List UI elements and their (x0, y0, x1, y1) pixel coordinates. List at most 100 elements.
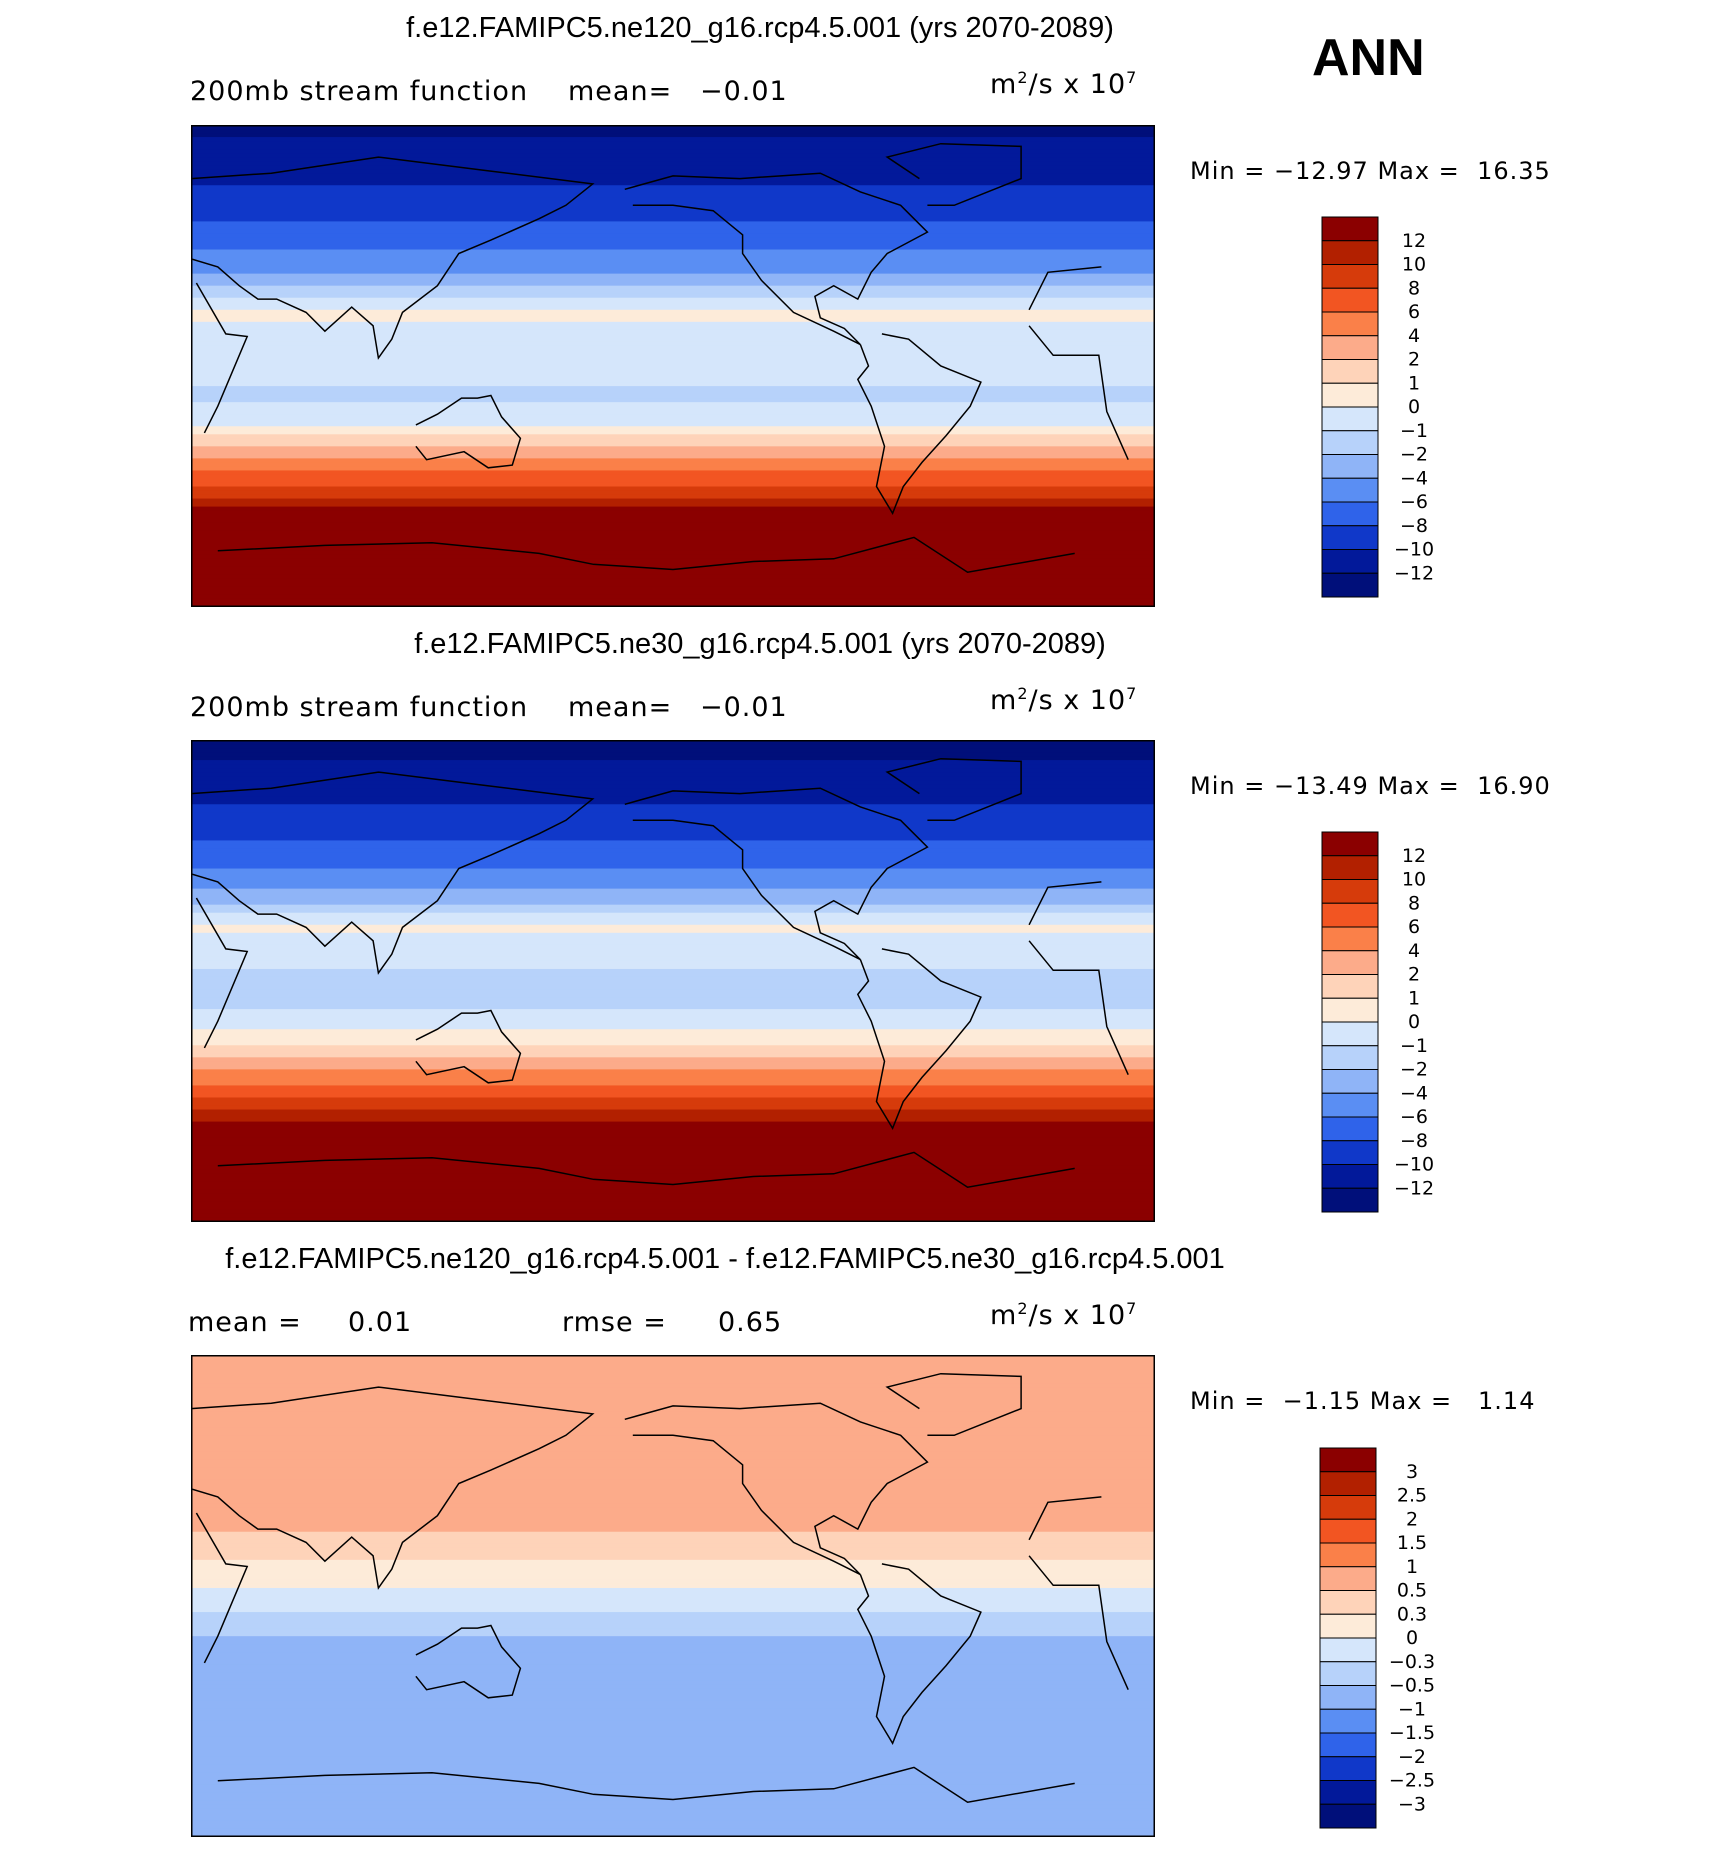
field-band (191, 1069, 1155, 1074)
field-band (191, 928, 1155, 934)
field-band (191, 940, 1155, 946)
colorbar-swatch (1319, 1756, 1377, 1781)
field-band (191, 844, 1155, 850)
field-band (191, 756, 1155, 761)
field-band (191, 1543, 1155, 1549)
field-band (191, 1571, 1155, 1577)
field-band (191, 386, 1155, 391)
field-band (191, 578, 1155, 584)
field-band (191, 478, 1155, 484)
field-band (191, 462, 1155, 468)
coastline (856, 1563, 982, 1745)
colorbar-swatch (1321, 382, 1379, 408)
field-band (191, 542, 1155, 548)
field-band (191, 1507, 1155, 1513)
field-band (191, 361, 1155, 367)
field-band (191, 153, 1155, 158)
field-band (191, 285, 1155, 291)
field-band (191, 281, 1155, 287)
coastline (624, 172, 929, 346)
field-band (191, 1479, 1155, 1485)
colorbar-tick-label: −10 (1394, 1154, 1434, 1176)
field-band (191, 229, 1155, 235)
panel-3-title: f.e12.FAMIPC5.ne120_g16.rcp4.5.001 - f.e… (225, 1243, 1225, 1275)
field-band (191, 1089, 1155, 1095)
field-band (191, 1539, 1155, 1545)
colorbar-tick-label: −6 (1400, 491, 1428, 513)
field-band (191, 1049, 1155, 1054)
field-band (191, 221, 1155, 227)
colorbar-swatch (1321, 974, 1379, 999)
field-band (191, 880, 1155, 886)
colorbar-tick-label: 2 (1408, 349, 1420, 371)
field-band (191, 780, 1155, 785)
field-band (191, 792, 1155, 797)
field-band (191, 446, 1155, 451)
field-band (191, 1141, 1155, 1147)
field-band (191, 333, 1155, 339)
field-band (191, 1439, 1155, 1444)
field-band (191, 137, 1155, 142)
colorbar-swatch (1321, 950, 1379, 975)
field-band (191, 989, 1155, 994)
coastline (217, 536, 1075, 573)
colorbar-tick-label: −6 (1400, 1106, 1428, 1128)
panel-2-min-max: Min = −13.49 Max = 16.90 (1190, 772, 1551, 800)
field-band (191, 1624, 1155, 1629)
field-band (191, 1712, 1155, 1718)
colorbar-swatch (1321, 855, 1379, 880)
panel-1-colorbar: 12 10 8 6 4 2 1 0 −1 −2 −4 −6 −8 −10 −12 (1320, 215, 1460, 601)
field-band (191, 804, 1155, 809)
field-band (191, 329, 1155, 335)
field-band (191, 981, 1155, 986)
field-band (191, 1547, 1155, 1553)
field-band (191, 1483, 1155, 1489)
field-band (191, 776, 1155, 781)
field-band (191, 438, 1155, 443)
colorbar-tick-label: 1 (1408, 987, 1420, 1009)
coastline (885, 757, 1022, 822)
colorbar-swatch (1319, 1495, 1377, 1520)
field-band (191, 1105, 1155, 1111)
field-band (191, 325, 1155, 331)
field-band (191, 321, 1155, 327)
field-band (191, 345, 1155, 351)
field-band (191, 514, 1155, 520)
field-band (191, 1411, 1155, 1416)
field-band (191, 1201, 1155, 1207)
field-band (191, 1447, 1155, 1452)
field-band (191, 1784, 1155, 1790)
field-band (191, 486, 1155, 492)
field-band (191, 1009, 1155, 1014)
colorbar-swatch (1321, 831, 1379, 857)
field-band (191, 1053, 1155, 1058)
field-band (191, 760, 1155, 765)
field-band (191, 442, 1155, 447)
coastline (624, 1402, 929, 1576)
colorbar-swatch (1321, 311, 1379, 337)
field-band (191, 454, 1155, 459)
panel-2-mean-value: −0.01 (700, 692, 788, 723)
field-band (191, 233, 1155, 239)
colorbar-tick-label: −1.5 (1389, 1722, 1435, 1744)
field-band (191, 1117, 1155, 1123)
field-band (191, 1660, 1155, 1665)
field-band (191, 1121, 1155, 1127)
colorbar-tick-label: 2.5 (1397, 1485, 1427, 1507)
colorbar-swatch (1319, 1685, 1377, 1710)
field-band (191, 161, 1155, 166)
coastline (415, 394, 522, 469)
field-band (191, 828, 1155, 833)
field-band (191, 1551, 1155, 1557)
field-band (191, 1041, 1155, 1046)
colorbar-swatch (1319, 1732, 1377, 1758)
field-band (191, 748, 1155, 753)
colorbar-swatch (1319, 1471, 1377, 1496)
field-band (191, 209, 1155, 214)
field-band (191, 430, 1155, 435)
field-band (191, 398, 1155, 403)
field-band (191, 832, 1155, 837)
panel-2-map (191, 740, 1155, 1223)
field-band (191, 1644, 1155, 1649)
field-band (191, 1499, 1155, 1505)
